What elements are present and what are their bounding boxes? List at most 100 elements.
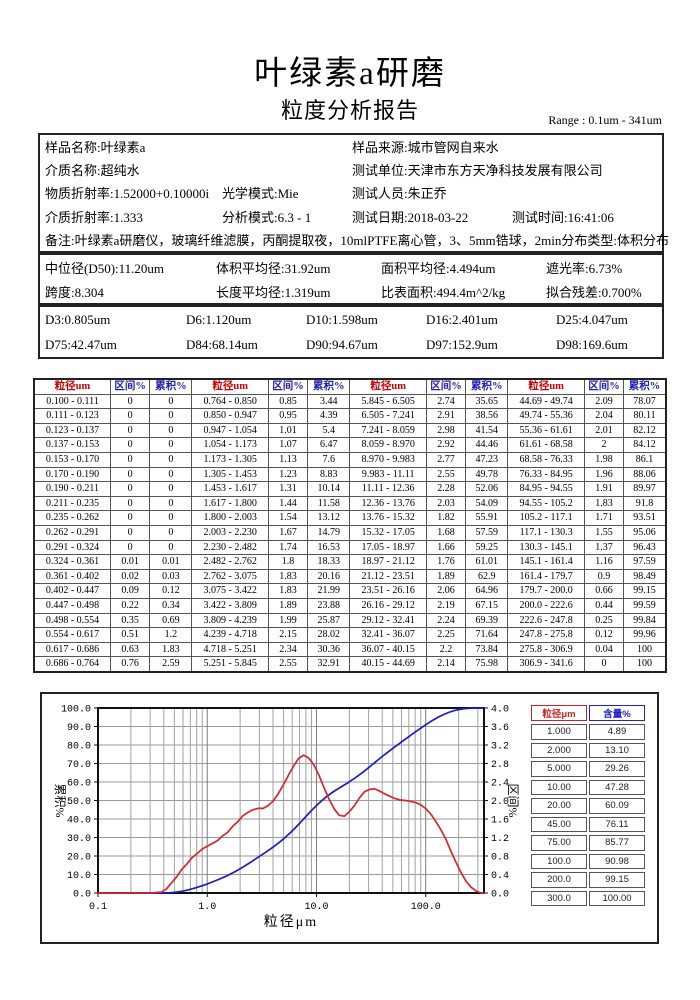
col-header-size: 粒径um	[33, 378, 111, 395]
col-header-interval: 区间%	[267, 378, 309, 395]
table-cell: 0	[109, 524, 151, 541]
right-tick-label: 2.8	[491, 760, 509, 771]
table-cell: 71.64	[465, 627, 509, 643]
table-cell: 0.111 - 0.123	[33, 408, 111, 424]
table-cell: 0	[109, 510, 151, 526]
table-cell: 1.31	[267, 481, 309, 497]
table-cell: 99.96	[623, 627, 667, 643]
table-cell: 0	[149, 408, 193, 424]
table-cell: 28.02	[307, 627, 351, 643]
table-cell: 0	[109, 495, 151, 512]
table-cell: 12.36 - 13.76	[349, 495, 427, 512]
table-cell: 100	[623, 641, 667, 658]
table-row: 0.402 - 0.447 0.09 0.12 3.075 - 3.422 1.83 21…	[33, 583, 667, 599]
chart-box: 0.0 0.0 10.0 0.4 20.0 0.8 30.0 1.2 40.0 1.6 50.0 2.…	[40, 692, 659, 944]
left-tick-label: 100.0	[61, 705, 91, 716]
table-cell: 16.53	[307, 539, 351, 556]
x-tick-label: 10.0	[304, 902, 328, 913]
side-table-row: 75.00 85.77	[531, 835, 645, 851]
table-cell: 105.2 - 117.1	[507, 510, 585, 526]
table-cell: 0	[109, 466, 151, 483]
table-cell: 5.845 - 6.505	[349, 393, 427, 410]
table-cell: 61.01	[465, 554, 509, 570]
table-cell: 200.0 - 222.6	[507, 597, 585, 614]
table-cell: 44.69 - 49.74	[507, 393, 585, 410]
side-table-cell: 75.00	[531, 835, 587, 851]
table-cell: 15.32 - 17.05	[349, 524, 427, 541]
d16-value: D16:2.401um	[426, 311, 498, 327]
table-cell: 0.02	[109, 568, 151, 585]
table-cell: 5.251 - 5.845	[191, 656, 269, 673]
side-table-cell: 60.09	[589, 798, 645, 814]
table-cell: 275.8 - 306.9	[507, 641, 585, 658]
side-table-cell: 4.89	[589, 724, 645, 740]
table-cell: 49.78	[465, 466, 509, 483]
table-cell: 18.97 - 21.12	[349, 554, 427, 570]
side-table-row: 10.00 47.28	[531, 779, 645, 795]
table-cell: 0	[149, 393, 193, 410]
table-cell: 2.34	[267, 641, 309, 658]
table-cell: 2.15	[267, 627, 309, 643]
table-row: 0.498 - 0.554 0.35 0.69 3.809 - 4.239 1.99 25…	[33, 612, 667, 629]
table-row: 0.262 - 0.291 0 0 2.003 - 2.230 1.67 14.79 15.…	[33, 524, 667, 541]
table-cell: 69.39	[465, 612, 509, 629]
table-cell: 1.99	[267, 612, 309, 629]
table-row: 0.153 - 0.170 0 0 1.173 - 1.305 1.13 7.6 8.970…	[33, 451, 667, 468]
table-cell: 0	[149, 524, 193, 541]
table-cell: 1.76	[425, 554, 467, 570]
table-cell: 21.99	[307, 583, 351, 599]
table-cell: 0	[109, 437, 151, 453]
col-header-interval: 区间%	[109, 378, 151, 395]
right-tick-label: 2.4	[491, 779, 509, 790]
table-cell: 2.98	[425, 422, 467, 439]
table-cell: 32.91	[307, 656, 351, 673]
table-cell: 1.74	[267, 539, 309, 556]
table-cell: 8.83	[307, 466, 351, 483]
table-cell: 55.36 - 61.61	[507, 422, 585, 439]
table-cell: 0.324 - 0.361	[33, 554, 111, 570]
table-cell: 1.96	[583, 466, 625, 483]
table-cell: 0.34	[149, 597, 193, 614]
test-time: 测试时间:16:41:06	[512, 209, 614, 225]
table-cell: 52.06	[465, 481, 509, 497]
table-cell: 11.58	[307, 495, 351, 512]
d-values-box: D3:0.805um D6:1.120um D10:1.598um D16:2.…	[38, 305, 664, 359]
side-table-cell: 13.10	[589, 742, 645, 758]
table-cell: 99.84	[623, 612, 667, 629]
table-cell: 0.498 - 0.554	[33, 612, 111, 629]
table-cell: 0	[149, 466, 193, 483]
table-cell: 1.91	[583, 481, 625, 497]
col-header-cumulative: 累积%	[623, 378, 667, 395]
span: 跨度:8.304	[45, 284, 104, 300]
table-cell: 29.12 - 32.41	[349, 612, 427, 629]
area-mean-diameter: 面积平均径:4.494um	[381, 260, 496, 276]
median-d50: 中位径(D50):11.20um	[45, 260, 165, 276]
table-cell: 1.71	[583, 510, 625, 526]
x-tick-label: 0.1	[89, 902, 107, 913]
table-cell: 1.617 - 1.800	[191, 495, 269, 512]
table-cell: 2.19	[425, 597, 467, 614]
left-axis-title: 累积%	[53, 784, 67, 818]
table-cell: 0.95	[267, 408, 309, 424]
table-cell: 91.8	[623, 495, 667, 512]
table-cell: 82.12	[623, 422, 667, 439]
table-cell: 10.14	[307, 481, 351, 497]
table-cell: 13.12	[307, 510, 351, 526]
table-cell: 1.23	[267, 466, 309, 483]
table-cell: 40.15 - 44.69	[349, 656, 427, 673]
side-table-header-row: 粒径μm 含量%	[531, 705, 645, 721]
right-tick-label: 1.2	[491, 834, 509, 845]
table-cell: 0.22	[109, 597, 151, 614]
table-row: 0.447 - 0.498 0.22 0.34 3.422 - 3.809 1.89 23…	[33, 597, 667, 614]
table-cell: 0	[149, 510, 193, 526]
distribution-table: 粒径um 区间% 累积% 粒径um 区间% 累积% 粒径um 区间% 累积% 粒径um 区间% 累积%…	[33, 378, 667, 673]
table-cell: 0.04	[583, 641, 625, 658]
table-cell: 0.137 - 0.153	[33, 437, 111, 453]
side-table-cell: 10.00	[531, 779, 587, 795]
table-cell: 0.03	[149, 568, 193, 585]
table-cell: 6.505 - 7.241	[349, 408, 427, 424]
table-cell: 1.68	[425, 524, 467, 541]
table-row: 0.235 - 0.262 0 0 1.800 - 2.003 1.54 13.12 13.…	[33, 510, 667, 526]
table-cell: 2.04	[583, 408, 625, 424]
distribution-table-wrap: 粒径um 区间% 累积% 粒径um 区间% 累积% 粒径um 区间% 累积% 粒径um 区间% 累积%…	[33, 378, 667, 673]
